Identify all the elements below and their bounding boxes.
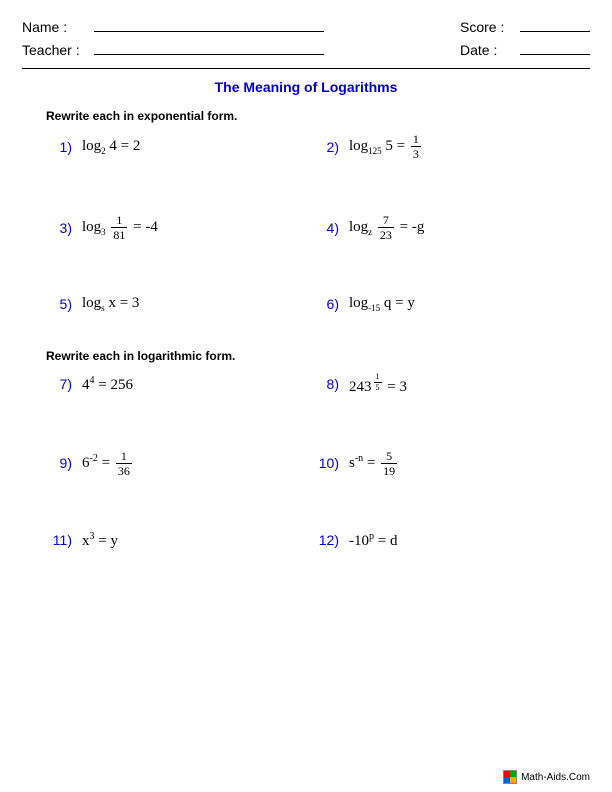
name-field-row: Name : (22, 18, 324, 35)
header-left: Name : Teacher : (22, 18, 324, 58)
problem: 4) logz 723 = -g (313, 214, 580, 241)
header-fields: Name : Teacher : Score : Date : (22, 18, 590, 58)
problem-number: 4) (313, 220, 339, 236)
problem-number: 5) (46, 296, 72, 312)
problem-expression: 6-2 = 136 (82, 450, 134, 477)
teacher-label: Teacher : (22, 42, 84, 58)
footer: Math-Aids.Com (503, 770, 590, 784)
problem-number: 10) (313, 455, 339, 471)
problem-expression: 44 = 256 (82, 375, 133, 394)
problem: 1) log2 4 = 2 (46, 133, 313, 160)
date-field-row: Date : (460, 41, 590, 58)
footer-text: Math-Aids.Com (521, 772, 590, 783)
problem-number: 3) (46, 220, 72, 236)
problem: 9) 6-2 = 136 (46, 450, 313, 477)
problem: 10) s-n = 519 (313, 450, 580, 477)
worksheet-title: The Meaning of Logarithms (22, 79, 590, 95)
problem-expression: logs x = 3 (82, 295, 139, 313)
problem-number: 1) (46, 139, 72, 155)
score-line[interactable] (520, 18, 590, 32)
problem-expression: log125 5 = 13 (349, 133, 423, 160)
problem-number: 2) (313, 139, 339, 155)
section2-grid: 7) 44 = 256 8) 24315 = 3 9) 6-2 = 136 10) s-n =… (46, 373, 580, 550)
teacher-field-row: Teacher : (22, 41, 324, 58)
problem-expression: x3 = y (82, 531, 118, 550)
problem-expression: log2 4 = 2 (82, 138, 140, 156)
problem: 3) log3 181 = -4 (46, 214, 313, 241)
problem-expression: log3 181 = -4 (82, 214, 158, 241)
problem: 8) 24315 = 3 (313, 373, 580, 396)
problem: 11) x3 = y (46, 531, 313, 550)
date-label: Date : (460, 42, 510, 58)
problem: 6) log-15 q = y (313, 295, 580, 313)
problem: 5) logs x = 3 (46, 295, 313, 313)
problem-number: 11) (46, 532, 72, 548)
problem-number: 12) (313, 532, 339, 548)
section1-heading: Rewrite each in exponential form. (46, 109, 590, 123)
section1-grid: 1) log2 4 = 2 2) log125 5 = 13 3) log3 181 = … (46, 133, 580, 313)
problem-expression: logz 723 = -g (349, 214, 424, 241)
header-right: Score : Date : (460, 18, 590, 58)
problem-number: 6) (313, 296, 339, 312)
name-line[interactable] (94, 18, 324, 32)
problem-number: 8) (313, 376, 339, 392)
footer-logo-icon (503, 770, 517, 784)
header-divider (22, 68, 590, 69)
problem-number: 9) (46, 455, 72, 471)
teacher-line[interactable] (94, 41, 324, 55)
problem-expression: s-n = 519 (349, 450, 399, 477)
score-label: Score : (460, 19, 510, 35)
problem-expression: -10p = d (349, 531, 397, 550)
problem-number: 7) (46, 376, 72, 392)
problem-expression: 24315 = 3 (349, 373, 407, 396)
section2-heading: Rewrite each in logarithmic form. (46, 349, 590, 363)
name-label: Name : (22, 19, 84, 35)
problem: 12) -10p = d (313, 531, 580, 550)
date-line[interactable] (520, 41, 590, 55)
score-field-row: Score : (460, 18, 590, 35)
worksheet-page: Name : Teacher : Score : Date : The Mean… (0, 0, 612, 550)
problem: 2) log125 5 = 13 (313, 133, 580, 160)
problem: 7) 44 = 256 (46, 373, 313, 396)
problem-expression: log-15 q = y (349, 295, 415, 313)
